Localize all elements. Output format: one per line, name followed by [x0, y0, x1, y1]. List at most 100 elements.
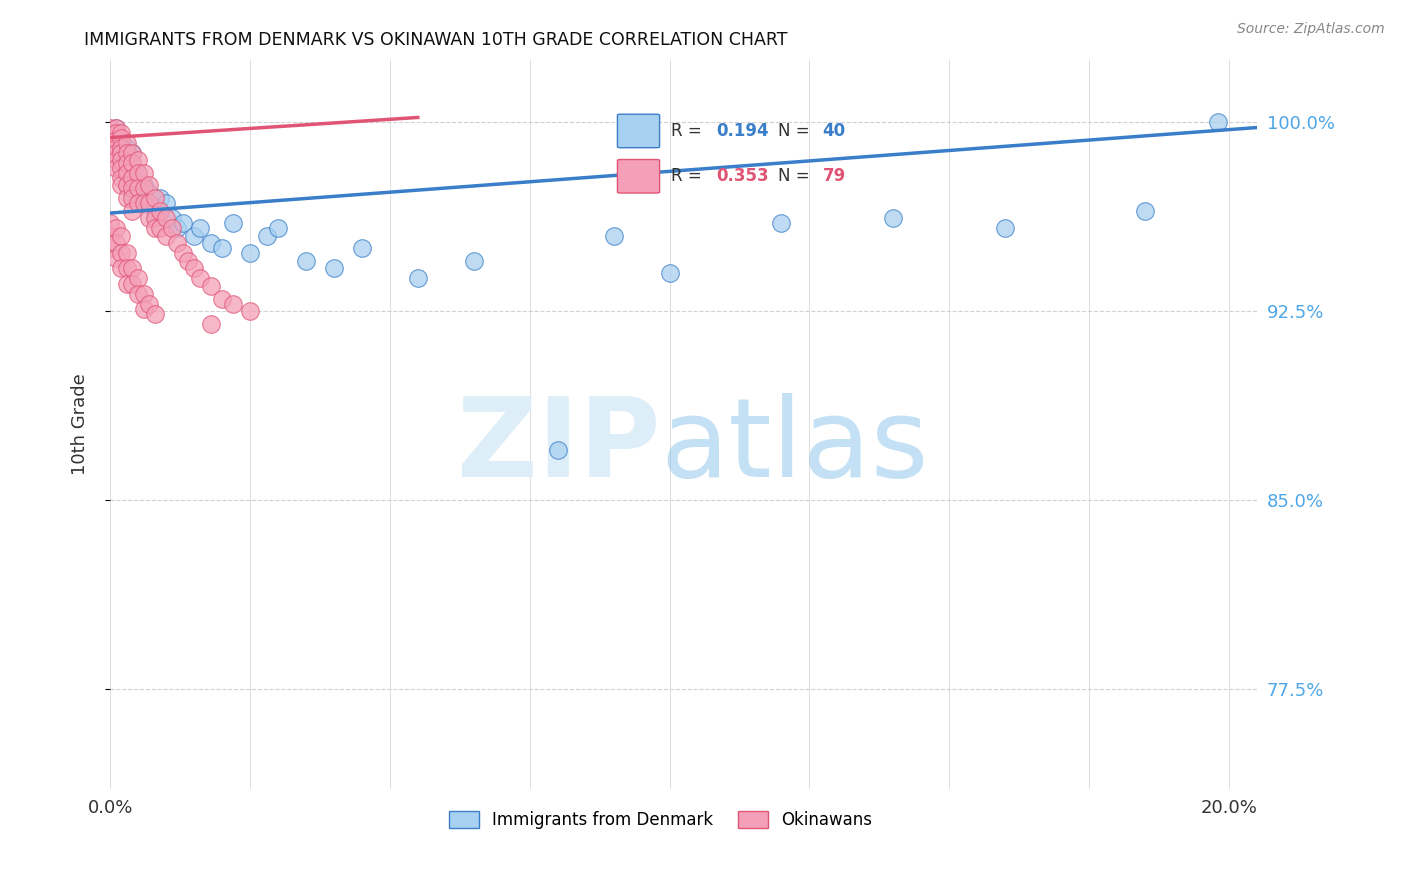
Point — [350, 241, 373, 255]
Text: atlas: atlas — [661, 392, 929, 500]
Point — [110, 178, 132, 193]
Point — [110, 153, 132, 168]
Point — [138, 186, 160, 200]
Point — [121, 203, 143, 218]
Point — [132, 286, 155, 301]
Point — [1206, 115, 1229, 129]
Point — [138, 296, 160, 310]
Point — [200, 317, 222, 331]
Point — [127, 166, 149, 180]
Point — [104, 161, 127, 175]
Point — [115, 246, 138, 260]
Point — [104, 145, 127, 160]
Point — [98, 120, 121, 135]
Point — [127, 153, 149, 168]
Point — [121, 155, 143, 169]
Point — [132, 196, 155, 211]
Text: ZIP: ZIP — [457, 392, 661, 500]
Point — [110, 261, 132, 276]
Point — [267, 221, 290, 235]
Point — [121, 277, 143, 291]
Point — [132, 178, 155, 193]
Point — [211, 292, 233, 306]
Point — [406, 271, 429, 285]
Point — [256, 228, 278, 243]
Point — [121, 186, 143, 200]
Point — [770, 216, 793, 230]
Point — [994, 221, 1017, 235]
Point — [115, 136, 138, 150]
Point — [200, 279, 222, 293]
Text: IMMIGRANTS FROM DENMARK VS OKINAWAN 10TH GRADE CORRELATION CHART: IMMIGRANTS FROM DENMARK VS OKINAWAN 10TH… — [84, 31, 787, 49]
Point — [143, 211, 166, 226]
Point — [132, 301, 155, 316]
Point — [155, 211, 177, 226]
Point — [127, 181, 149, 195]
Point — [104, 126, 127, 140]
Point — [98, 126, 121, 140]
Point — [239, 304, 262, 318]
Point — [200, 236, 222, 251]
Point — [882, 211, 904, 226]
Point — [127, 196, 149, 211]
Point — [155, 228, 177, 243]
Text: Source: ZipAtlas.com: Source: ZipAtlas.com — [1237, 22, 1385, 37]
Point — [110, 136, 132, 150]
Point — [127, 271, 149, 285]
Point — [155, 196, 177, 211]
Point — [110, 161, 132, 175]
Point — [239, 246, 262, 260]
Point — [98, 228, 121, 243]
Point — [110, 145, 132, 160]
Point — [121, 261, 143, 276]
Point — [222, 216, 245, 230]
Point — [149, 221, 172, 235]
Point — [121, 170, 143, 185]
Y-axis label: 10th Grade: 10th Grade — [72, 374, 89, 475]
Point — [295, 253, 318, 268]
Point — [104, 120, 127, 135]
Point — [211, 241, 233, 255]
Point — [188, 221, 211, 235]
Point — [110, 126, 132, 140]
Point — [132, 196, 155, 211]
Point — [188, 271, 211, 285]
Point — [121, 191, 143, 205]
Point — [98, 130, 121, 145]
Point — [115, 261, 138, 276]
Point — [138, 196, 160, 211]
Point — [132, 166, 155, 180]
Point — [183, 228, 205, 243]
Point — [166, 236, 188, 251]
Point — [110, 228, 132, 243]
Point — [104, 128, 127, 142]
Point — [177, 253, 200, 268]
Point — [115, 141, 138, 155]
Point — [110, 130, 132, 145]
Legend: Immigrants from Denmark, Okinawans: Immigrants from Denmark, Okinawans — [441, 804, 879, 836]
Point — [183, 261, 205, 276]
Point — [132, 181, 155, 195]
Point — [104, 221, 127, 235]
Point — [115, 161, 138, 175]
Point — [121, 145, 143, 160]
Point — [104, 120, 127, 135]
Point — [1133, 203, 1156, 218]
Point — [149, 203, 172, 218]
Point — [138, 178, 160, 193]
Point — [463, 253, 485, 268]
Point — [104, 252, 127, 266]
Point — [143, 191, 166, 205]
Point — [172, 246, 194, 260]
Point — [110, 141, 132, 155]
Point — [115, 145, 138, 160]
Point — [127, 166, 149, 180]
Point — [143, 221, 166, 235]
Point — [104, 141, 127, 155]
Point — [110, 153, 132, 168]
Point — [160, 211, 183, 226]
Point — [98, 216, 121, 230]
Point — [110, 170, 132, 185]
Point — [115, 178, 138, 193]
Point — [104, 133, 127, 147]
